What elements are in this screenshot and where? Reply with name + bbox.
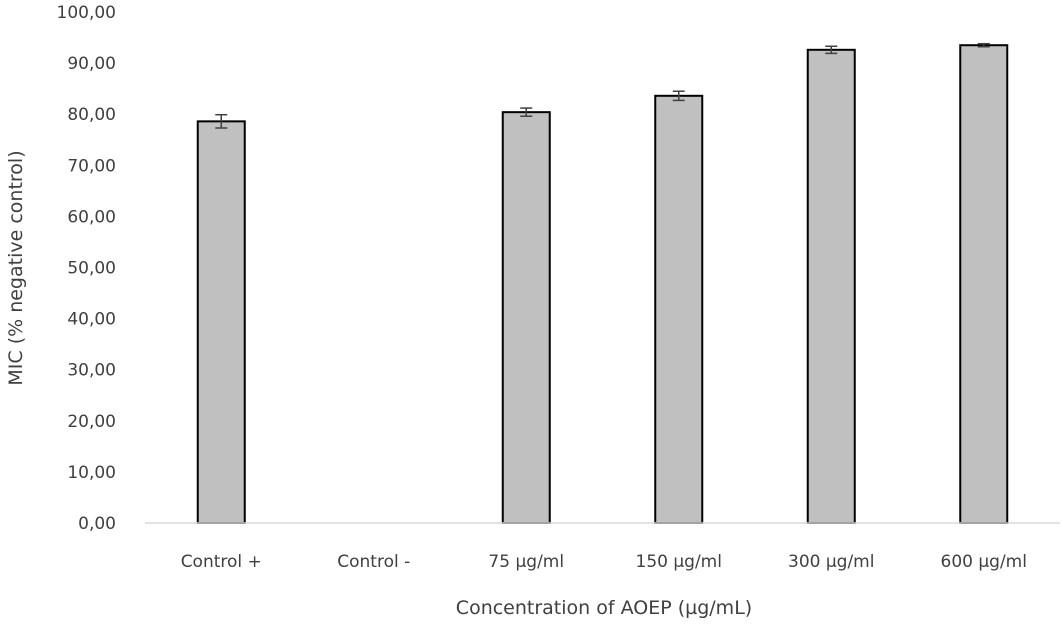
x-tick-label: Control + [181,552,262,572]
error-bar [215,113,228,129]
bar [654,94,704,525]
y-tick-label: 50,00 [67,259,116,279]
y-tick-label: 40,00 [67,310,116,330]
y-axis-title: MIC (% negative control) [5,150,27,385]
y-tick-label: 20,00 [67,412,116,432]
x-tick-label: Control - [337,552,410,572]
x-tick-label: 300 µg/ml [788,552,874,572]
error-bar [977,42,990,48]
bar [806,48,856,525]
error-bars [215,42,990,129]
bar [959,44,1009,525]
bar [196,120,246,524]
y-tick-label: 0,00 [78,514,116,534]
y-tick-label: 30,00 [67,361,116,381]
x-tick-label: 600 µg/ml [941,552,1027,572]
x-axis-ticks: Control + Control - 75 µg/ml 150 µg/ml 300 µ… [181,552,1027,572]
error-bar [520,107,533,117]
y-tick-label: 90,00 [67,54,116,74]
bar [501,111,551,524]
bars [196,44,1009,525]
error-bar [672,90,685,102]
x-tick-label: 75 µg/ml [488,552,564,572]
y-tick-label: 100,00 [57,3,116,23]
error-bar [825,45,838,55]
x-tick-label: 150 µg/ml [636,552,722,572]
x-axis-title: Concentration of AOEP (µg/mL) [456,597,752,619]
y-tick-label: 80,00 [67,105,116,125]
y-tick-label: 70,00 [67,156,116,176]
y-tick-label: 60,00 [67,207,116,227]
y-axis-ticks: 0,00 10,00 20,00 30,00 40,00 50,00 60,00 70,00 8… [57,3,116,534]
y-tick-label: 10,00 [67,463,116,483]
